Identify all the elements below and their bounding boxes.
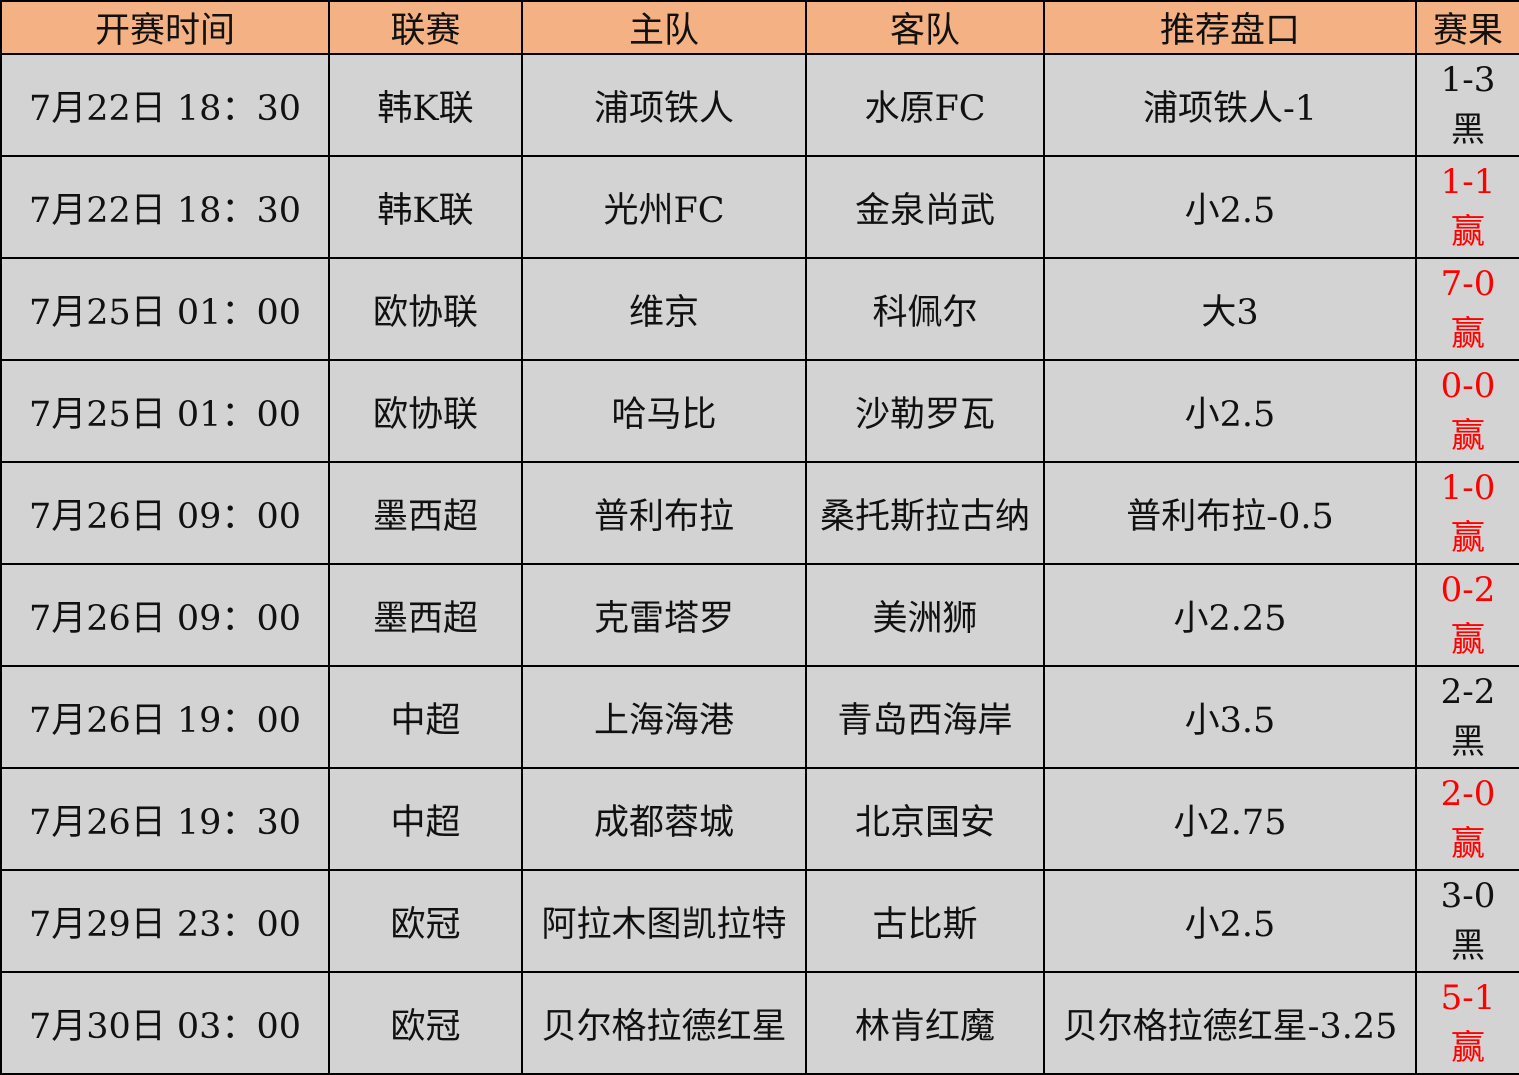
result-label: 黑 xyxy=(1451,722,1485,762)
cell-away: 北京国安 xyxy=(805,767,1045,871)
cell-home: 哈马比 xyxy=(521,359,807,463)
cell-time: 7月26日 09：00 xyxy=(0,461,330,565)
score: 0-2 xyxy=(1440,570,1496,610)
result-label: 赢 xyxy=(1451,620,1485,660)
cell-league: 韩K联 xyxy=(328,53,523,157)
cell-home: 上海海港 xyxy=(521,665,807,769)
cell-home: 普利布拉 xyxy=(521,461,807,565)
cell-result: 2-2 黑 xyxy=(1415,665,1519,769)
cell-result: 1-1 赢 xyxy=(1415,155,1519,259)
table-row: 7月26日 19：00 中超 上海海港 青岛西海岸 小3.5 2-2 黑 xyxy=(0,665,1519,769)
header-time: 开赛时间 xyxy=(0,0,330,55)
cell-tip: 小2.25 xyxy=(1043,563,1417,667)
cell-away: 古比斯 xyxy=(805,869,1045,973)
cell-time: 7月26日 09：00 xyxy=(0,563,330,667)
header-result: 赛果 xyxy=(1415,0,1519,55)
result-label: 赢 xyxy=(1451,416,1485,456)
cell-home: 光州FC xyxy=(521,155,807,259)
cell-tip: 浦项铁人-1 xyxy=(1043,53,1417,157)
result-label: 黑 xyxy=(1451,110,1485,150)
cell-tip: 小2.75 xyxy=(1043,767,1417,871)
cell-time: 7月25日 01：00 xyxy=(0,359,330,463)
cell-home: 维京 xyxy=(521,257,807,361)
cell-tip: 小2.5 xyxy=(1043,869,1417,973)
cell-home: 成都蓉城 xyxy=(521,767,807,871)
cell-away: 科佩尔 xyxy=(805,257,1045,361)
cell-time: 7月29日 23：00 xyxy=(0,869,330,973)
cell-home: 浦项铁人 xyxy=(521,53,807,157)
score: 2-0 xyxy=(1440,774,1496,814)
cell-away: 青岛西海岸 xyxy=(805,665,1045,769)
score: 3-0 xyxy=(1440,876,1496,916)
cell-time: 7月26日 19：30 xyxy=(0,767,330,871)
cell-time: 7月22日 18：30 xyxy=(0,155,330,259)
cell-league: 韩K联 xyxy=(328,155,523,259)
cell-result: 1-3 黑 xyxy=(1415,53,1519,157)
cell-league: 欧协联 xyxy=(328,359,523,463)
score: 1-1 xyxy=(1440,162,1496,202)
cell-tip: 普利布拉-0.5 xyxy=(1043,461,1417,565)
result-label: 赢 xyxy=(1451,212,1485,252)
cell-result: 0-2 赢 xyxy=(1415,563,1519,667)
cell-away: 沙勒罗瓦 xyxy=(805,359,1045,463)
result-label: 黑 xyxy=(1451,926,1485,966)
result-label: 赢 xyxy=(1451,518,1485,558)
cell-home: 贝尔格拉德红星 xyxy=(521,971,807,1075)
score: 0-0 xyxy=(1440,366,1496,406)
cell-result: 1-0 赢 xyxy=(1415,461,1519,565)
header-home: 主队 xyxy=(521,0,807,55)
table-row: 7月25日 01：00 欧协联 维京 科佩尔 大3 7-0 赢 xyxy=(0,257,1519,361)
cell-away: 金泉尚武 xyxy=(805,155,1045,259)
header-league: 联赛 xyxy=(328,0,523,55)
cell-away: 桑托斯拉古纳 xyxy=(805,461,1045,565)
cell-time: 7月25日 01：00 xyxy=(0,257,330,361)
cell-league: 墨西超 xyxy=(328,461,523,565)
table-row: 7月26日 09：00 墨西超 普利布拉 桑托斯拉古纳 普利布拉-0.5 1-0 赢 xyxy=(0,461,1519,565)
table-row: 7月30日 03：00 欧冠 贝尔格拉德红星 林肯红魔 贝尔格拉德红星-3.25 5-1 赢 xyxy=(0,971,1519,1075)
cell-league: 欧协联 xyxy=(328,257,523,361)
result-label: 赢 xyxy=(1451,1028,1485,1068)
cell-time: 7月26日 19：00 xyxy=(0,665,330,769)
cell-league: 墨西超 xyxy=(328,563,523,667)
cell-tip: 小2.5 xyxy=(1043,359,1417,463)
header-away: 客队 xyxy=(805,0,1045,55)
table-row: 7月22日 18：30 韩K联 浦项铁人 水原FC 浦项铁人-1 1-3 黑 xyxy=(0,53,1519,157)
score: 2-2 xyxy=(1440,672,1496,712)
score: 5-1 xyxy=(1440,978,1496,1018)
cell-tip: 小2.5 xyxy=(1043,155,1417,259)
result-label: 赢 xyxy=(1451,314,1485,354)
table-row: 7月26日 09：00 墨西超 克雷塔罗 美洲狮 小2.25 0-2 赢 xyxy=(0,563,1519,667)
cell-result: 2-0 赢 xyxy=(1415,767,1519,871)
header-row: 开赛时间 联赛 主队 客队 推荐盘口 赛果 xyxy=(0,0,1519,55)
cell-league: 欧冠 xyxy=(328,869,523,973)
cell-home: 阿拉木图凯拉特 xyxy=(521,869,807,973)
cell-league: 中超 xyxy=(328,767,523,871)
cell-away: 水原FC xyxy=(805,53,1045,157)
cell-result: 0-0 赢 xyxy=(1415,359,1519,463)
cell-result: 5-1 赢 xyxy=(1415,971,1519,1075)
cell-time: 7月22日 18：30 xyxy=(0,53,330,157)
header-tip: 推荐盘口 xyxy=(1043,0,1417,55)
cell-league: 欧冠 xyxy=(328,971,523,1075)
cell-away: 美洲狮 xyxy=(805,563,1045,667)
cell-tip: 大3 xyxy=(1043,257,1417,361)
cell-away: 林肯红魔 xyxy=(805,971,1045,1075)
score: 1-3 xyxy=(1440,60,1496,100)
table-row: 7月22日 18：30 韩K联 光州FC 金泉尚武 小2.5 1-1 赢 xyxy=(0,155,1519,259)
cell-home: 克雷塔罗 xyxy=(521,563,807,667)
table-row: 7月25日 01：00 欧协联 哈马比 沙勒罗瓦 小2.5 0-0 赢 xyxy=(0,359,1519,463)
score: 7-0 xyxy=(1440,264,1496,304)
table-row: 7月26日 19：30 中超 成都蓉城 北京国安 小2.75 2-0 赢 xyxy=(0,767,1519,871)
result-label: 赢 xyxy=(1451,824,1485,864)
cell-result: 7-0 赢 xyxy=(1415,257,1519,361)
score: 1-0 xyxy=(1440,468,1496,508)
cell-league: 中超 xyxy=(328,665,523,769)
table-row: 7月29日 23：00 欧冠 阿拉木图凯拉特 古比斯 小2.5 3-0 黑 xyxy=(0,869,1519,973)
cell-result: 3-0 黑 xyxy=(1415,869,1519,973)
cell-tip: 贝尔格拉德红星-3.25 xyxy=(1043,971,1417,1075)
cell-time: 7月30日 03：00 xyxy=(0,971,330,1075)
cell-tip: 小3.5 xyxy=(1043,665,1417,769)
